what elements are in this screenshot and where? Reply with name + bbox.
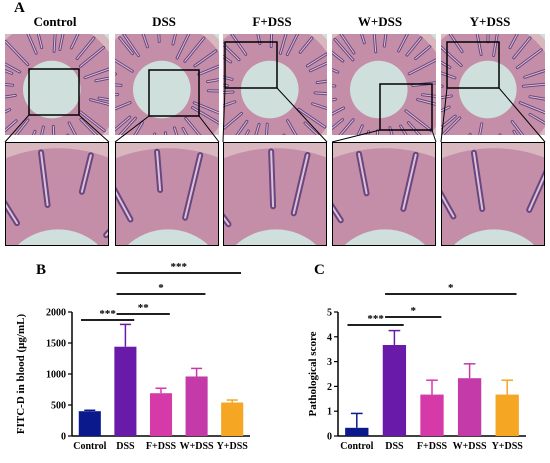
- significance-label: ***: [171, 261, 188, 273]
- y-tick-label: 1: [327, 407, 332, 418]
- significance-label: ***: [367, 313, 384, 325]
- category-label: Control: [340, 441, 373, 452]
- category-label: DSS: [385, 441, 404, 452]
- micrograph-overview: [5, 34, 109, 135]
- y-tick-label: 1000: [46, 370, 66, 381]
- group-label-w-dss: W+DSS: [357, 14, 403, 29]
- y-axis-label: FITC-D in blood (μg/mL): [15, 314, 27, 435]
- significance-label: *: [158, 282, 164, 294]
- y-tick-label: 2000: [46, 308, 66, 319]
- bar: [457, 378, 482, 436]
- y-tick-label: 5: [327, 308, 332, 319]
- category-label: F+DSS: [417, 441, 448, 452]
- group-label-y-dss: Y+DSS: [469, 14, 511, 29]
- category-label: Y+DSS: [492, 441, 524, 452]
- micrograph-zoom: [5, 142, 109, 246]
- micrograph-overview: [223, 34, 327, 135]
- bar: [78, 411, 101, 436]
- group-label-control: Control: [33, 14, 77, 29]
- y-tick-label: 500: [51, 401, 66, 412]
- bar: [149, 393, 173, 436]
- category-label: W+DSS: [453, 441, 487, 452]
- bar: [382, 344, 407, 436]
- bar: [495, 394, 519, 436]
- category-label: Y+DSS: [217, 441, 249, 452]
- bar: [345, 427, 369, 436]
- y-tick-label: 0: [327, 432, 332, 443]
- micrograph-zoom: [115, 142, 219, 246]
- group-label-dss: DSS: [152, 14, 176, 29]
- category-label: F+DSS: [146, 441, 177, 452]
- bar: [420, 394, 444, 436]
- panel-c-label: C: [314, 262, 325, 278]
- bar: [185, 376, 208, 436]
- significance-label: **: [138, 302, 150, 314]
- panel-a-label: A: [14, 0, 25, 16]
- y-tick-label: 3: [327, 357, 332, 368]
- micrograph-zoom: [441, 142, 545, 246]
- category-label: W+DSS: [180, 441, 214, 452]
- micrograph-zoom: [223, 142, 327, 246]
- y-tick-label: 1500: [46, 339, 66, 350]
- category-label: Control: [73, 441, 106, 452]
- y-tick-label: 4: [327, 332, 332, 343]
- y-tick-label: 0: [61, 432, 66, 443]
- significance-label: *: [410, 305, 416, 317]
- micrograph-overview: [332, 34, 436, 135]
- panel-b-label: B: [36, 262, 47, 278]
- category-label: DSS: [116, 441, 135, 452]
- significance-label: *: [448, 282, 454, 294]
- y-axis-label: Pathological score: [307, 331, 319, 416]
- group-label-f-dss: F+DSS: [252, 14, 292, 29]
- bar: [221, 402, 244, 436]
- bar: [114, 346, 137, 436]
- micrograph-zoom: [332, 142, 436, 246]
- significance-label: ***: [99, 308, 116, 320]
- y-tick-label: 2: [327, 382, 332, 393]
